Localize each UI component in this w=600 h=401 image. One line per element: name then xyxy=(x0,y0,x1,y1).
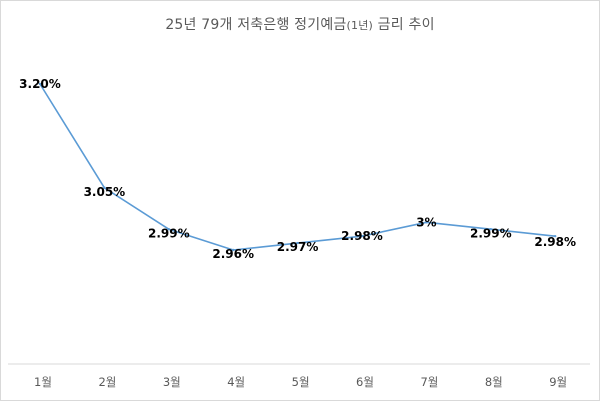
data-point-9 xyxy=(554,234,557,238)
data-label-1: 3.20% xyxy=(19,77,61,91)
x-tick-label-8: 8월 xyxy=(485,375,503,389)
x-tick-label-3: 3월 xyxy=(163,375,181,389)
data-point-4 xyxy=(232,248,235,252)
series-line xyxy=(39,83,556,251)
data-point-7 xyxy=(425,221,428,224)
data-label-3: 2.99% xyxy=(148,226,190,240)
data-points xyxy=(38,82,557,252)
x-tick-label-6: 6월 xyxy=(356,375,374,389)
data-point-6 xyxy=(360,234,364,238)
data-label-6: 2.98% xyxy=(341,229,383,243)
x-tick-labels: 1월 2월 3월 4월 5월 6월 7월 8월 9월 xyxy=(34,375,567,389)
chart-title-suffix: (1년) xyxy=(346,19,374,32)
data-point-8 xyxy=(489,228,492,231)
data-point-3 xyxy=(167,228,170,231)
data-label-8: 2.99% xyxy=(470,226,512,240)
chart-title: 25년 79개 저축은행 정기예금(1년) 금리 추이 xyxy=(0,14,600,34)
data-label-4: 2.96% xyxy=(212,247,254,261)
chart-title-tail: 금리 추이 xyxy=(373,17,435,33)
chart-title-main: 25년 79개 저축은행 정기예금 xyxy=(165,17,347,33)
x-tick-label-1: 1월 xyxy=(34,375,52,389)
data-point-2 xyxy=(103,186,106,189)
data-label-2: 3.05% xyxy=(84,185,126,199)
x-tick-label-2: 2월 xyxy=(98,375,116,389)
data-point-1 xyxy=(38,82,42,86)
data-point-5 xyxy=(296,241,299,245)
x-tick-label-7: 7월 xyxy=(420,375,438,389)
x-tick-label-5: 5월 xyxy=(292,375,310,389)
data-label-7: 3% xyxy=(416,215,436,229)
x-tick-label-4: 4월 xyxy=(227,375,245,389)
data-labels: 3.20% 3.05% 2.99% 2.96% 2.97% 2.98% 3% 2.99% 2.9… xyxy=(19,77,576,261)
data-label-5: 2.97% xyxy=(277,240,319,254)
x-tick-label-9: 9월 xyxy=(549,375,567,389)
data-label-9: 2.98% xyxy=(534,235,576,249)
